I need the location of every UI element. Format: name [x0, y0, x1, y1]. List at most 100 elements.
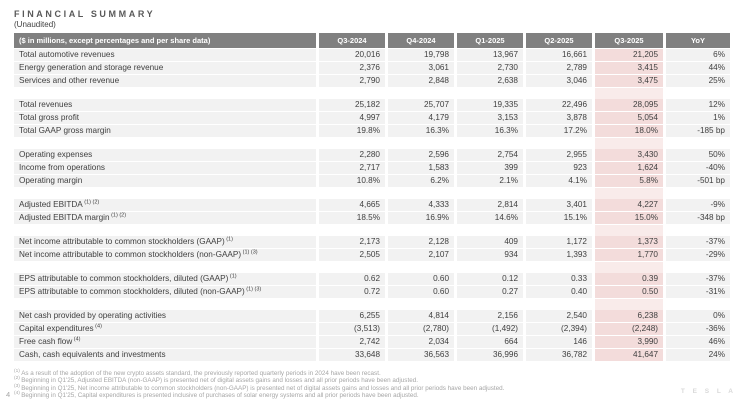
- quarter-value: (1,492): [457, 323, 523, 335]
- quarter-value: 22,496: [526, 99, 592, 111]
- column-header-q1-2025: Q1-2025: [457, 33, 523, 48]
- table-header-label: ($ in millions, except percentages and p…: [14, 33, 316, 48]
- table-row: Energy generation and storage revenue 2,3…: [14, 62, 730, 74]
- quarter-value: 16.9%: [388, 212, 454, 224]
- quarter-value: 13,967: [457, 49, 523, 61]
- quarter-value: 2.1%: [457, 175, 523, 187]
- table-header-row: ($ in millions, except percentages and p…: [14, 33, 730, 48]
- gap-cell: [526, 88, 592, 99]
- yoy-value: 12%: [666, 99, 730, 111]
- quarter-value: 2,955: [526, 149, 592, 161]
- gap-cell: [14, 262, 316, 273]
- gap-cell: [595, 225, 663, 236]
- gap-cell: [457, 88, 523, 99]
- gap-cell: [595, 138, 663, 149]
- quarter-value: 6,255: [319, 310, 385, 322]
- footnote-ref: (1): [224, 236, 233, 243]
- quarter-value: 1,373: [595, 236, 663, 248]
- quarter-value: 3,475: [595, 75, 663, 87]
- tesla-watermark: T E S L A: [680, 388, 736, 395]
- quarter-value: 2,596: [388, 149, 454, 161]
- quarter-value: 3,061: [388, 62, 454, 74]
- footnote-ref: (1) (3): [241, 249, 258, 256]
- quarter-value: 18.0%: [595, 125, 663, 137]
- footnote-ref: (1) (3): [244, 286, 262, 293]
- gap-cell: [319, 188, 385, 199]
- row-label: Total gross profit: [14, 112, 316, 124]
- quarter-value: 10.8%: [319, 175, 385, 187]
- quarter-value: 0.60: [388, 286, 454, 298]
- quarter-value: 6.2%: [388, 175, 454, 187]
- gap-cell: [14, 88, 316, 99]
- quarter-value: 0.27: [457, 286, 523, 298]
- row-label: Net income attributable to common stockh…: [14, 249, 316, 261]
- quarter-value: 36,996: [457, 349, 523, 361]
- footnote-ref: (4): [93, 323, 102, 330]
- gap-cell: [526, 138, 592, 149]
- section-gap: [14, 262, 730, 273]
- quarter-value: 1,770: [595, 249, 663, 261]
- quarter-value: 2,814: [457, 199, 523, 211]
- quarter-value: 4,814: [388, 310, 454, 322]
- quarter-value: 3,401: [526, 199, 592, 211]
- quarter-value: (2,248): [595, 323, 663, 335]
- table-row: Capital expenditures (4) (3,513) (2,780) (1…: [14, 323, 730, 335]
- table-row: Adjusted EBITDA margin (1) (2) 18.5% 16.9%…: [14, 212, 730, 224]
- row-label: Energy generation and storage revenue: [14, 62, 316, 74]
- row-label: Net income attributable to common stockh…: [14, 236, 316, 248]
- quarter-value: (2,780): [388, 323, 454, 335]
- quarter-value: 2,376: [319, 62, 385, 74]
- quarter-value: 3,415: [595, 62, 663, 74]
- quarter-value: 19,798: [388, 49, 454, 61]
- row-label: Cash, cash equivalents and investments: [14, 349, 316, 361]
- page-title: FINANCIAL SUMMARY: [14, 9, 156, 19]
- quarter-value: 17.2%: [526, 125, 592, 137]
- table-row: Net income attributable to common stockh…: [14, 236, 730, 248]
- section-gap: [14, 188, 730, 199]
- gap-cell: [14, 138, 316, 149]
- quarter-value: 16.3%: [388, 125, 454, 137]
- gap-cell: [595, 299, 663, 310]
- page-number: 4: [6, 390, 11, 399]
- yoy-value: 6%: [666, 49, 730, 61]
- footnote-ref: (1) (2): [109, 212, 127, 219]
- quarter-value: 2,730: [457, 62, 523, 74]
- gap-cell: [666, 138, 730, 149]
- table-row: Operating margin 10.8% 6.2% 2.1% 4.1% 5.8% -50…: [14, 175, 730, 187]
- gap-cell: [526, 188, 592, 199]
- gap-cell: [388, 299, 454, 310]
- quarter-value: 16,661: [526, 49, 592, 61]
- yoy-value: 25%: [666, 75, 730, 87]
- column-header-yoy: YoY: [666, 33, 730, 48]
- table-row: Cash, cash equivalents and investments 33…: [14, 349, 730, 361]
- gap-cell: [666, 88, 730, 99]
- quarter-value: 36,563: [388, 349, 454, 361]
- gap-cell: [14, 188, 316, 199]
- yoy-value: 24%: [666, 349, 730, 361]
- yoy-value: -348 bp: [666, 212, 730, 224]
- quarter-value: 21,205: [595, 49, 663, 61]
- quarter-value: 1,172: [526, 236, 592, 248]
- yoy-value: -37%: [666, 273, 730, 285]
- column-header-q3-2024: Q3-2024: [319, 33, 385, 48]
- yoy-value: -29%: [666, 249, 730, 261]
- gap-cell: [666, 225, 730, 236]
- quarter-value: 25,182: [319, 99, 385, 111]
- quarter-value: 15.0%: [595, 212, 663, 224]
- footnote: (2) Beginning in Q1'25, Adjusted EBITDA …: [14, 376, 418, 385]
- quarter-value: 2,742: [319, 336, 385, 348]
- quarter-value: 2,128: [388, 236, 454, 248]
- financial-table: ($ in millions, except percentages and p…: [14, 33, 730, 361]
- gap-cell: [526, 225, 592, 236]
- gap-cell: [666, 262, 730, 273]
- quarter-value: 14.6%: [457, 212, 523, 224]
- footnote-ref: (1): [228, 273, 237, 280]
- row-label: EPS attributable to common stockholders,…: [14, 273, 316, 285]
- yoy-value: -37%: [666, 236, 730, 248]
- table-row: Free cash flow (4) 2,742 2,034 664 146 3,990 4…: [14, 336, 730, 348]
- quarter-value: 1,393: [526, 249, 592, 261]
- yoy-value: 0%: [666, 310, 730, 322]
- row-label: Capital expenditures (4): [14, 323, 316, 335]
- quarter-value: 33,648: [319, 349, 385, 361]
